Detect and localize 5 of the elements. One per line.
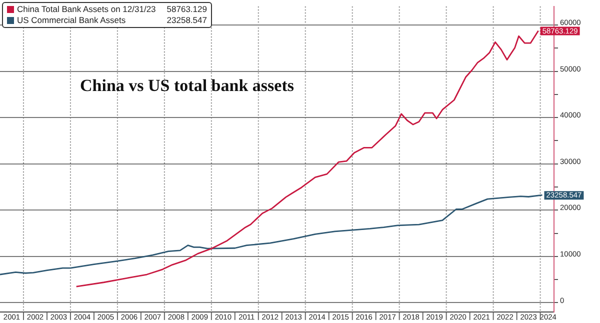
- legend-label: US Commercial Bank Assets: [17, 15, 126, 26]
- text: 23258.547: [166, 15, 207, 25]
- legend-label: China Total Bank Assets on 12/31/23: [17, 4, 156, 15]
- text: 58763.129: [166, 4, 207, 14]
- annotation: China vs US total bank assets: [80, 76, 294, 96]
